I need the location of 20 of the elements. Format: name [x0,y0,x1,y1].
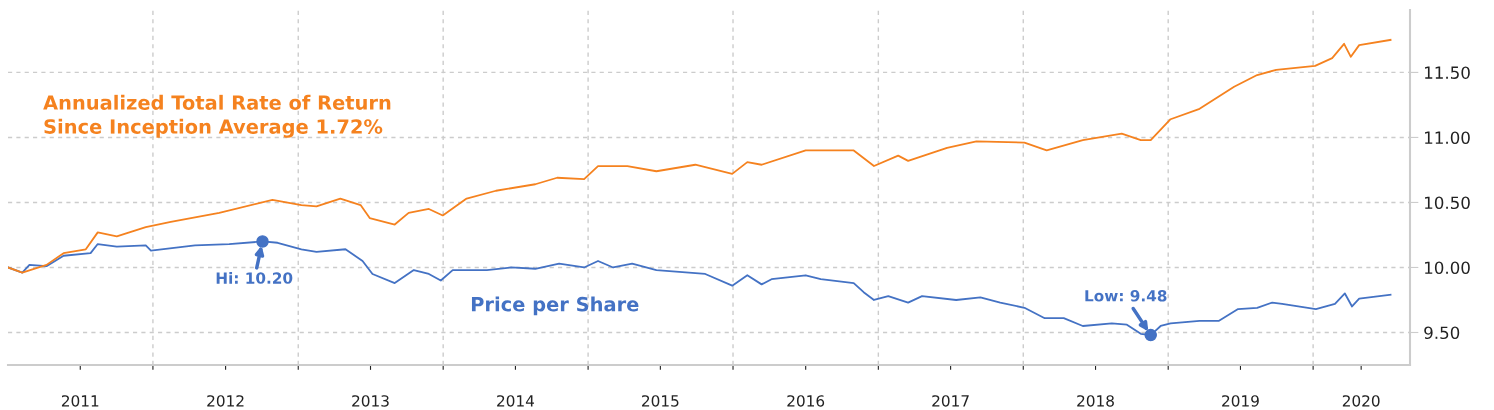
y-tick-label: 11.00 [1425,131,1470,144]
line-series [8,39,1392,274]
x-tick-label: 2018 [1077,395,1114,407]
y-tick-label: 10.00 [1425,261,1470,275]
x-tick-label: 2013 [352,395,389,407]
x-tick-label: 2015 [642,395,679,407]
text: Annualized Total Rate of Return Since Inception Average 1.72% [43,94,391,138]
x-tick-label: 2016 [787,395,825,407]
y-tick-label: 11.50 [1425,66,1470,79]
annotation: Low: 9.48 [1085,290,1167,302]
y-tick-label: 9.50 [1424,326,1460,340]
x-tick-label: 2020 [1342,395,1380,407]
x-tick-label: 2017 [932,395,969,407]
y-tick-label: 10.50 [1425,196,1470,210]
x-tick-label: 2019 [1222,395,1259,407]
x-tick-label: 2012 [207,395,244,407]
series-label: Price per Share [471,296,639,316]
x-tick-label: 2014 [497,395,535,407]
x-tick-label: 2011 [61,395,99,407]
annotation: Hi: 10.20 [216,272,293,284]
